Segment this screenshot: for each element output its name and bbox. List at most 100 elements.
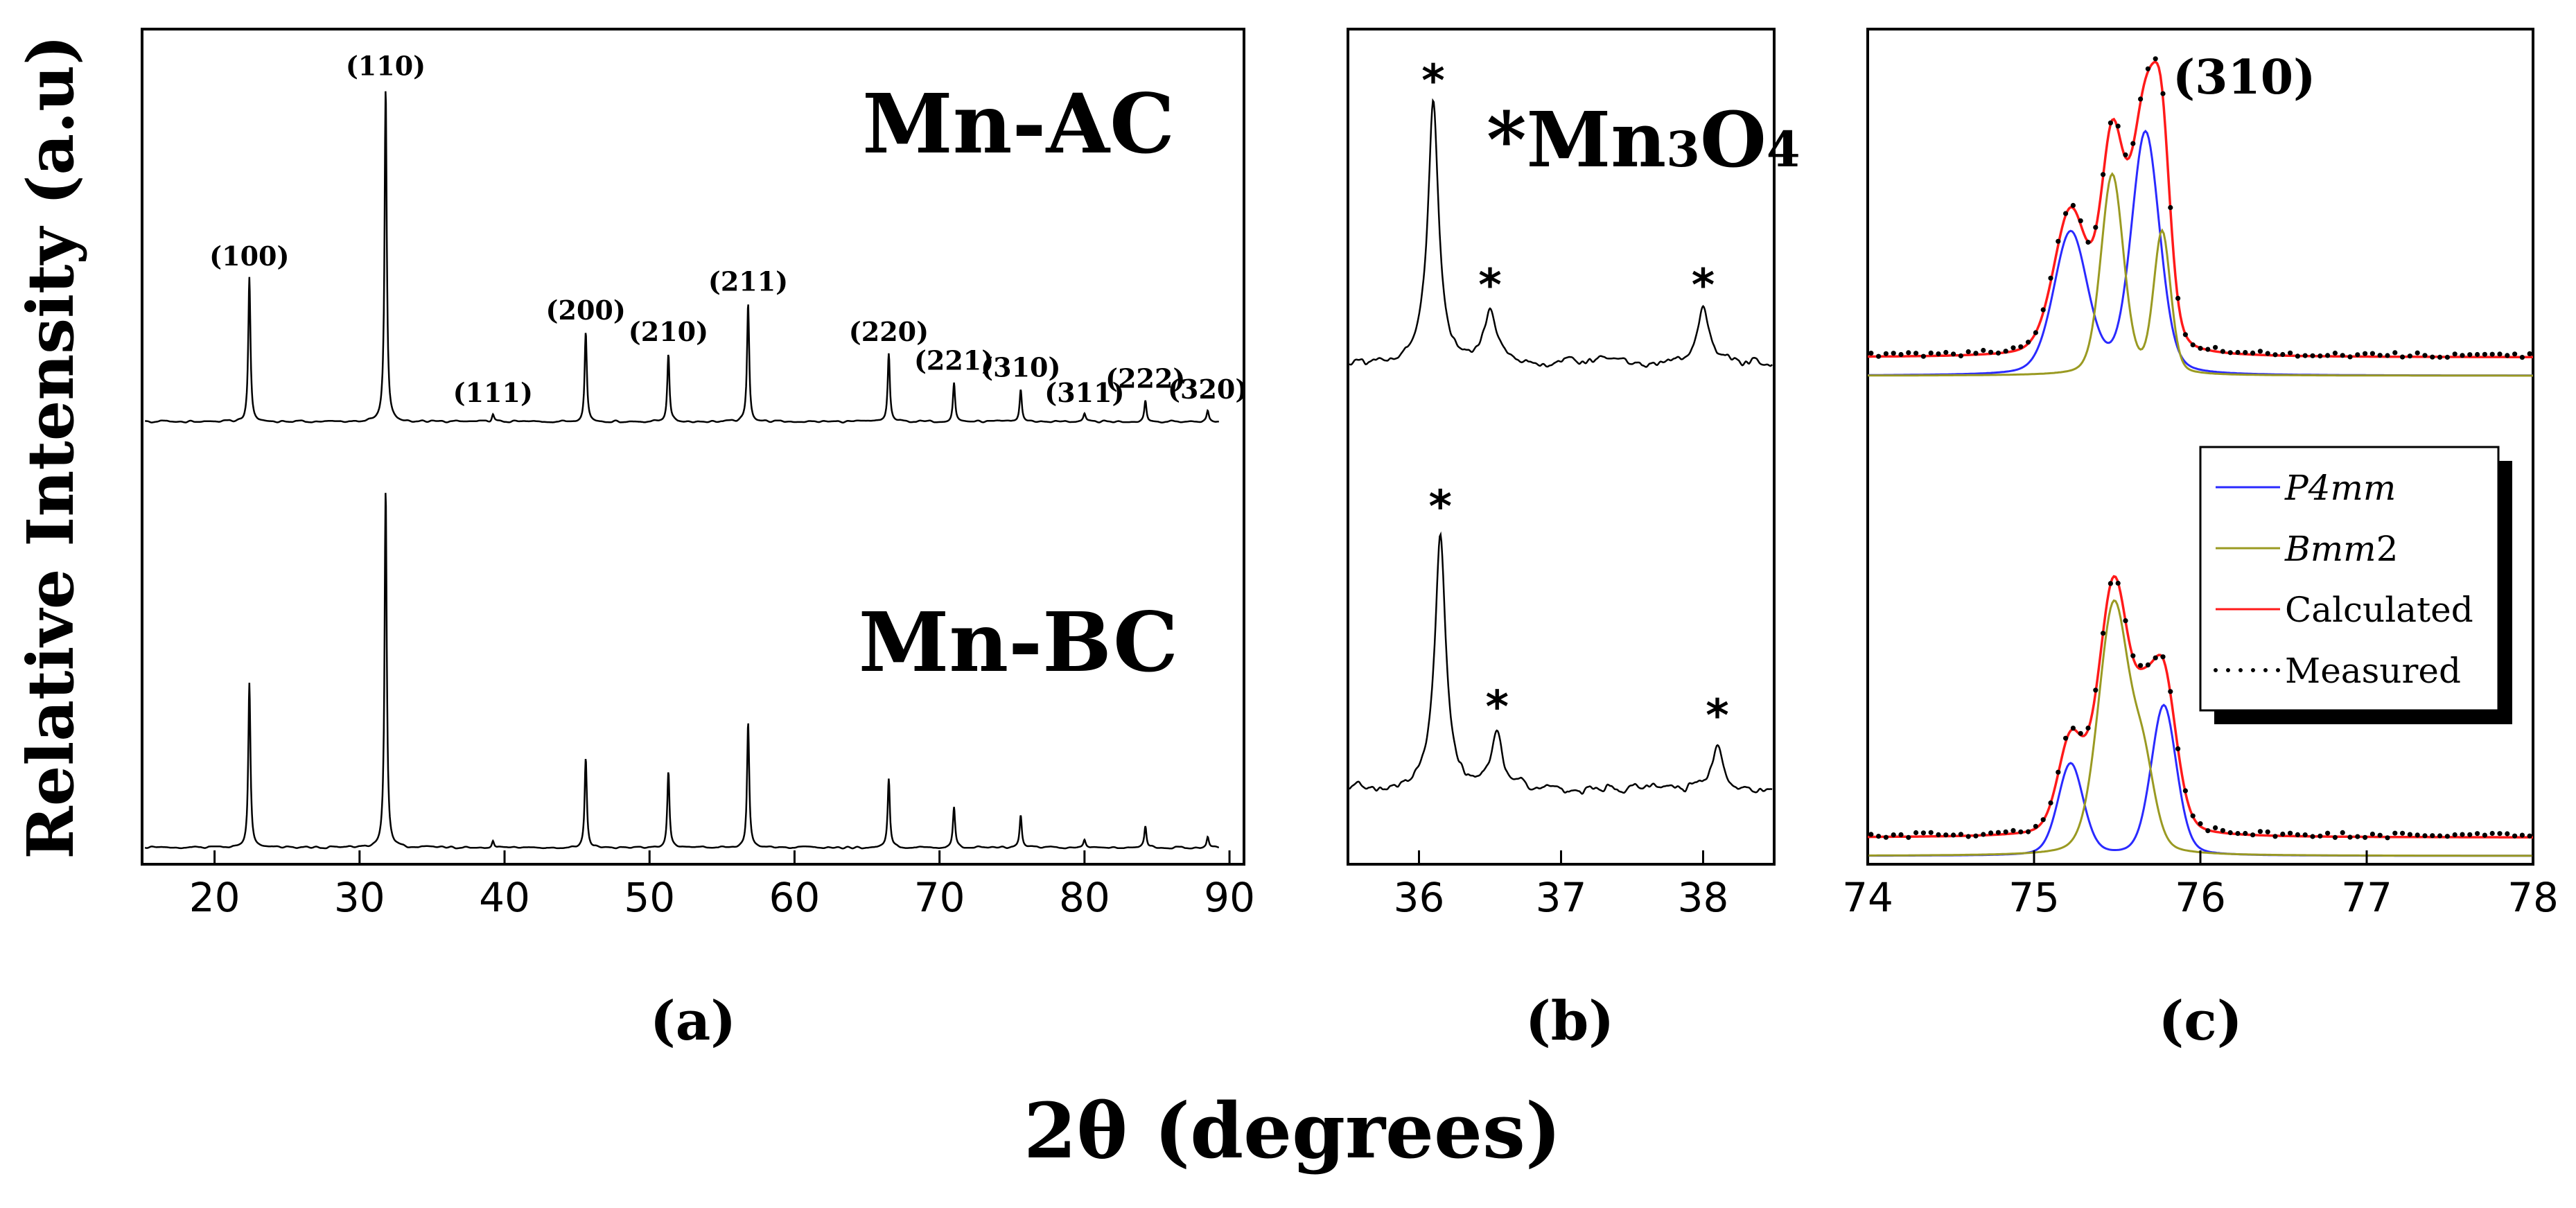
measured-point [2250,350,2256,356]
measured-point [1943,349,1949,356]
measured-point [1913,351,1919,356]
measured-point [2265,351,2270,356]
mn3o4-peak-marker: * [1429,482,1452,533]
measured-point [2489,351,2495,357]
measured-point [2377,832,2383,838]
measured-point [2227,830,2233,836]
measured-point [2392,350,2398,356]
x-axis-title-degrees: (degrees) [1128,1086,1561,1175]
measured-point [2160,91,2166,96]
hkl-label: (220) [849,316,929,347]
hkl-label: (210) [629,316,708,347]
measured-point [2489,830,2495,837]
measured-point [2243,350,2248,356]
measured-mn-ac [1868,56,2532,360]
measured-point [2272,352,2278,358]
panel-c-peak-label: (310) [2173,50,2315,105]
measured-point [2115,580,2121,586]
measured-point [1928,830,1934,835]
measured-point [1898,351,1904,358]
fit-p4mm-mn-ac [1868,129,2533,377]
measured-point [2198,346,2203,351]
measured-point [2123,152,2128,158]
measured-point [1936,351,1941,357]
panel-b-peak-markers: * * * * * * [1421,55,1728,742]
measured-point [2369,831,2375,837]
measured-point [2138,663,2144,668]
measured-point [2160,654,2166,660]
measured-point [2400,354,2406,360]
measured-point [2115,123,2121,129]
measured-point [2475,351,2480,358]
measured-point [1951,351,1956,357]
measured-point [1883,351,1889,356]
measured-point [2280,351,2286,358]
measured-point [2369,351,2375,356]
panel-a-x-tick-label: 20 [189,874,240,921]
panel-a-plot [144,91,1220,850]
measured-point [2444,354,2450,360]
measured-point [2040,307,2046,313]
measured-point [2168,204,2173,211]
legend-label-plain: Calculated [2285,590,2473,630]
measured-point [2407,832,2412,837]
measured-point [2400,830,2406,836]
measured-point [2182,788,2188,794]
mn3o4-peak-marker: * [1421,55,1444,107]
measured-point [2265,829,2270,834]
measured-point [2063,211,2069,216]
measured-point [2026,829,2031,834]
measured-point [2108,581,2113,586]
measured-point [1868,832,1874,837]
measured-point [2257,349,2263,354]
measured-point [2497,351,2503,357]
measured-point [1943,832,1949,838]
measured-point [2130,141,2136,146]
measured-point [2422,833,2428,839]
panel-c-x-tick-label: 78 [2507,874,2559,921]
mn3o4-peak-marker: * [1478,261,1501,312]
measured-point [2138,96,2144,102]
hkl-label: (311) [1044,377,1124,408]
measured-point [2101,172,2106,177]
measured-point [2519,354,2525,360]
panel-c: 74 75 76 77 78 (310) P4mm Bmm2 Calculated Measu… [1842,28,2559,1053]
measured-point [1898,832,1904,837]
measured-point [1981,832,1986,837]
measured-point [2033,330,2038,335]
measured-point [2288,350,2293,356]
legend-label-calculated: Calculated [2285,590,2473,630]
measured-point [2003,829,2008,834]
panel-b-plot [1349,98,1773,795]
measured-point [2153,655,2158,660]
measured-point [1920,830,1926,836]
mn3o4-title: *Mn3O4 [1487,95,1800,184]
measured-point [1928,350,1934,356]
measured-point [2317,353,2323,359]
measured-point [2519,832,2525,838]
measured-point [2220,828,2225,833]
measured-point [2130,653,2136,658]
fit-bmm2-mn-ac [1868,172,2533,377]
measured-point [2325,353,2331,358]
measured-point [1995,830,2001,835]
measured-point [2085,239,2091,245]
measured-point [1876,353,1882,359]
measured-point [2085,725,2091,731]
measured-point [2363,834,2368,840]
measured-point [2145,66,2150,71]
measured-point [2310,834,2315,839]
measured-point [2070,726,2076,731]
hkl-label: (100) [209,240,289,272]
hkl-label: (310) [981,352,1060,383]
hkl-label: (211) [708,265,788,297]
hkl-label: (221) [914,344,994,376]
measured-point [2078,218,2083,224]
hkl-label: (222) [1105,362,1185,394]
measured-point [2040,817,2046,823]
legend-label-measured: Measured [2285,651,2461,691]
measured-point [2018,344,2024,349]
measured-point [2340,830,2345,835]
panel-c-x-tick-label: 76 [2175,874,2226,921]
fit-calculated-mn-ac [1868,60,2533,358]
